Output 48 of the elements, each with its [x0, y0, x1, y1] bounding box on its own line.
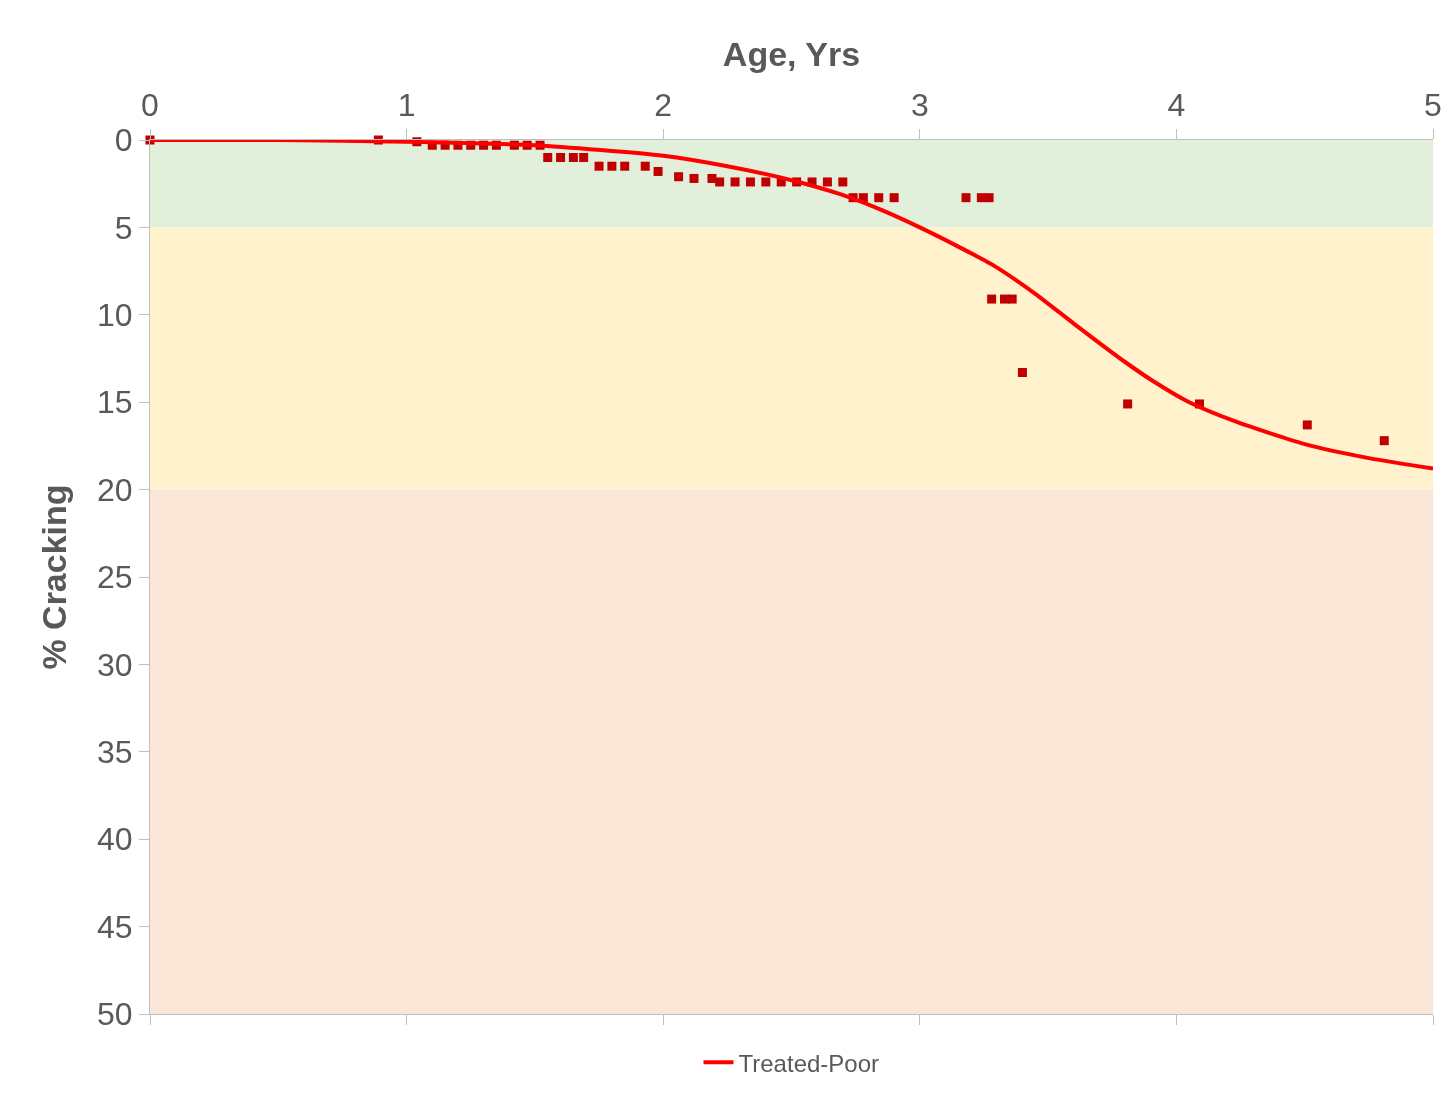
- point: [543, 152, 553, 162]
- y-tick-label: 0: [114, 122, 133, 159]
- y-tick-label: 35: [97, 734, 133, 770]
- point: [745, 177, 755, 187]
- point: [607, 161, 617, 171]
- point: [653, 166, 663, 176]
- point: [961, 193, 971, 203]
- point: [1017, 367, 1027, 377]
- point: [640, 161, 650, 171]
- point: [730, 177, 740, 187]
- y-axis-title: % Cracking: [34, 484, 73, 670]
- point: [889, 193, 899, 203]
- y-tick-label: 45: [97, 908, 133, 945]
- point: [715, 177, 725, 187]
- x-tick-label: 0: [141, 87, 159, 124]
- point: [1123, 399, 1133, 409]
- y-tick-label: 40: [97, 821, 133, 858]
- x-tick-label: 1: [397, 87, 416, 124]
- legend-label: Treated-Poor: [738, 1049, 880, 1077]
- point: [987, 294, 997, 304]
- point: [707, 173, 717, 183]
- point: [556, 152, 566, 162]
- point: [1007, 294, 1017, 304]
- point: [1302, 420, 1312, 430]
- x-tick-label: 4: [1167, 87, 1186, 124]
- point: [984, 193, 994, 203]
- x-tick-label: 5: [1424, 87, 1442, 124]
- point: [761, 177, 771, 187]
- point: [838, 177, 848, 187]
- y-tick-label: 15: [97, 384, 133, 421]
- point: [594, 161, 604, 171]
- y-tick-label: 5: [114, 209, 133, 246]
- point: [568, 152, 578, 162]
- y-tick-label: 30: [97, 646, 133, 683]
- x-axis-title: Age, Yrs: [722, 34, 861, 73]
- point: [874, 193, 884, 203]
- point: [579, 152, 589, 162]
- y-tick-label: 20: [97, 471, 133, 508]
- x-tick-label: 2: [654, 87, 673, 124]
- y-tick-label: 50: [97, 996, 133, 1033]
- point: [822, 177, 832, 187]
- point: [674, 172, 684, 182]
- y-tick-label: 10: [97, 297, 133, 333]
- y-tick-label: 25: [97, 559, 133, 596]
- point: [1379, 436, 1389, 446]
- x-tick-label: 3: [910, 87, 929, 124]
- point: [620, 161, 630, 171]
- point: [689, 173, 699, 183]
